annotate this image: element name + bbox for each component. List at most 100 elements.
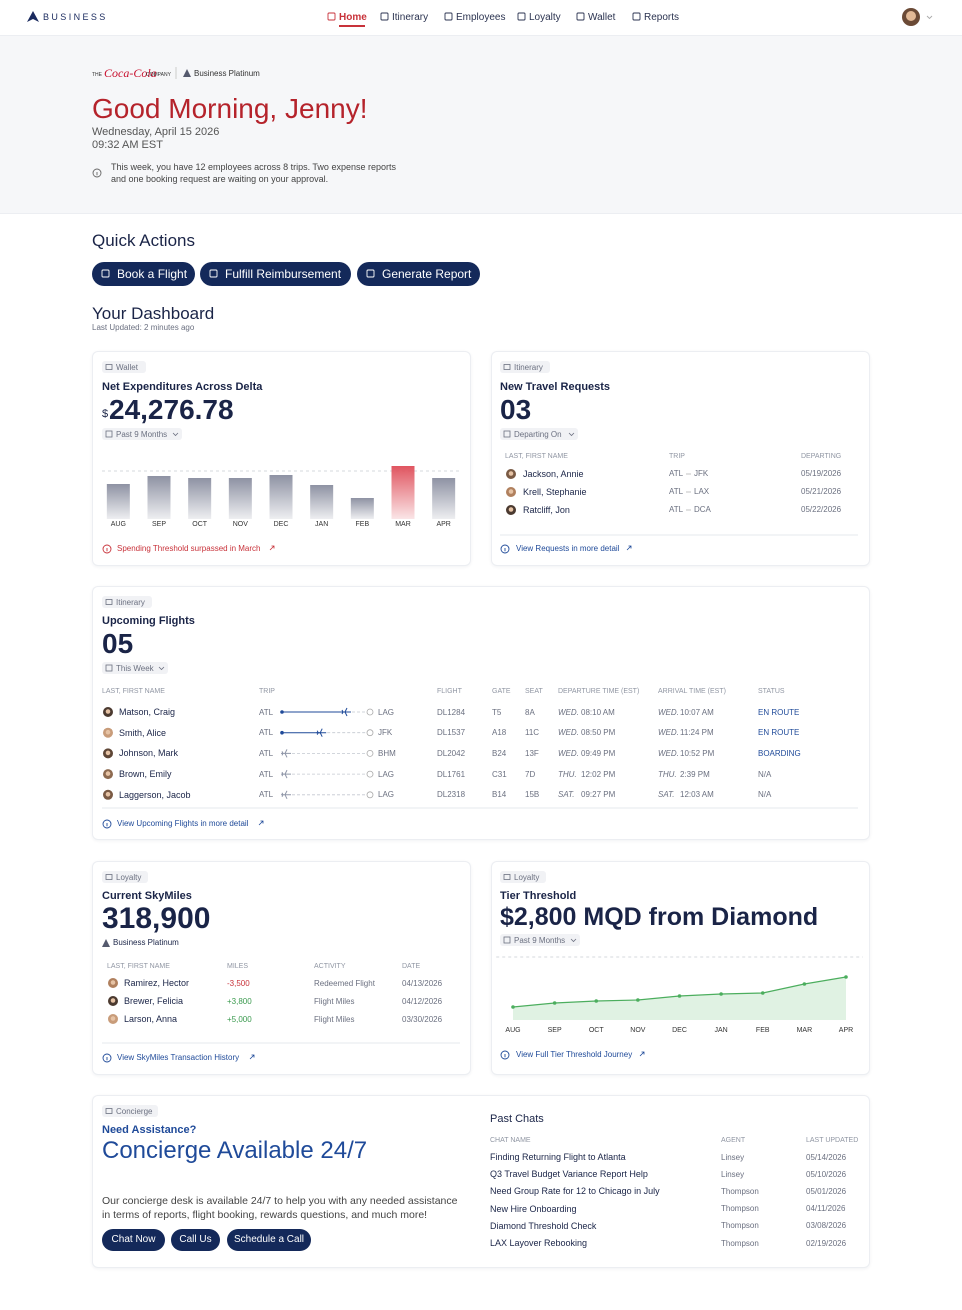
link[interactable]: View Upcoming Flights in more detail [117, 819, 249, 828]
point [636, 998, 640, 1002]
action-button-label[interactable]: Book a Flight [117, 267, 188, 281]
filter-pill[interactable] [500, 428, 578, 440]
chat-name[interactable]: Finding Returning Flight to Atlanta [490, 1152, 626, 1162]
concierge-button[interactable] [102, 1229, 165, 1251]
column-header: TRIP [669, 453, 685, 460]
x-tick-label: MAR [796, 1027, 813, 1034]
cell: C31 [492, 769, 507, 779]
avatar-face [105, 750, 111, 756]
concierge-button[interactable] [171, 1229, 220, 1251]
tag-pill [102, 871, 148, 883]
column-header: MILES [227, 963, 249, 970]
plane-icon [316, 728, 327, 737]
alert[interactable]: Spending Threshold surpassed in March [117, 544, 261, 553]
area [513, 977, 846, 1020]
cell: B14 [492, 790, 507, 800]
cell: Linsey [721, 1152, 745, 1162]
action-button-label[interactable]: Fulfill Reimbursement [225, 267, 342, 281]
cell: Thompson [721, 1238, 759, 1248]
action-button[interactable] [200, 262, 351, 286]
nav-active-underline [339, 25, 365, 27]
bar [228, 478, 252, 519]
bar [269, 475, 293, 519]
chat-name[interactable]: Diamond Threshold Check [490, 1220, 597, 1231]
card-title: Upcoming Flights [102, 615, 195, 627]
filter-label[interactable]: Departing On [514, 429, 562, 439]
point [844, 975, 848, 979]
filter-label[interactable]: Past 9 Months [514, 935, 566, 945]
body-text: in terms of reports, flight booking, rew… [102, 1209, 428, 1221]
filter-pill[interactable] [102, 662, 168, 674]
cell: N/A [758, 769, 772, 779]
concierge-button-label[interactable]: Chat Now [111, 1234, 156, 1245]
notice: This week, you have 12 employees across … [111, 162, 396, 172]
filter-pill[interactable] [500, 934, 580, 946]
cell: LAG [378, 769, 395, 779]
nav-item[interactable]: Itinerary [392, 12, 429, 23]
filter-pill[interactable] [102, 428, 182, 440]
cell: WED. [658, 748, 679, 758]
nav-item[interactable]: Reports [644, 12, 680, 23]
time: 09:32 AM EST [92, 139, 163, 151]
concierge-button-label[interactable]: Call Us [179, 1234, 212, 1245]
avatar-face [105, 771, 111, 776]
concierge-button-label[interactable]: Schedule a Call [233, 1234, 305, 1245]
cell: LAX [694, 487, 710, 496]
cell: ATL [669, 487, 684, 496]
filter-label[interactable]: This Week [116, 663, 154, 673]
cell: Brown, Emily [119, 769, 172, 780]
chat-name[interactable]: Need Group Rate for 12 to Chicago in Jul… [490, 1186, 660, 1197]
destination-dot [366, 791, 374, 799]
nav-item[interactable]: Employees [456, 12, 506, 23]
action-button[interactable] [357, 262, 480, 286]
cell: 08:10 AM [581, 707, 615, 717]
destination-dot [366, 750, 374, 757]
tag-pill [500, 361, 550, 373]
link[interactable]: View Full Tier Threshold Journey [516, 1050, 633, 1059]
cell: Krell, Stephanie [523, 487, 587, 497]
x-tick-label: DEC [273, 521, 289, 528]
nav-item[interactable]: Wallet [588, 12, 616, 23]
bar [310, 485, 334, 519]
tag-label: Loyalty [116, 872, 142, 882]
cell: Matson, Craig [119, 707, 176, 717]
point [552, 1001, 557, 1005]
cell: 04/13/2026 [402, 978, 443, 988]
cell: EN ROUTE [758, 707, 800, 717]
chat-name[interactable]: LAX Layover Rebooking [490, 1238, 588, 1248]
company-logo: Coca-Cola [104, 66, 157, 80]
info-icon [92, 168, 102, 178]
point [677, 994, 682, 998]
nav-item[interactable]: Loyalty [529, 12, 561, 23]
cell: T5 [492, 707, 502, 717]
filter-label[interactable]: Past 9 Months [116, 429, 168, 439]
top-nav [0, 0, 962, 36]
avatar-face [105, 709, 111, 714]
section-title: Quick Actions [92, 231, 195, 250]
cell: 03/30/2026 [402, 1014, 443, 1024]
cell: Linsey [721, 1169, 745, 1179]
card-title: Concierge Available 24/7 [102, 1137, 368, 1164]
link[interactable]: View SkyMiles Transaction History [117, 1053, 240, 1062]
x-tick-label: NOV [232, 521, 248, 528]
cell: 05/21/2026 [801, 487, 842, 496]
cell: DL2042 [437, 748, 466, 758]
info-icon [102, 819, 112, 829]
company-logo: COMPANY [146, 72, 171, 78]
chevron [172, 432, 179, 437]
link[interactable]: View Requests in more detail [516, 544, 620, 553]
tier-card [491, 861, 870, 1075]
count: 03 [500, 394, 532, 425]
tag-label: Itinerary [116, 597, 145, 607]
chat-name[interactable]: New Hire Onboarding [490, 1203, 577, 1214]
header-band [0, 36, 962, 214]
cell: 10:07 AM [680, 707, 714, 717]
concierge-button[interactable] [227, 1229, 311, 1251]
action-button-label[interactable]: Generate Report [382, 267, 472, 281]
amount: 24,276.78 [109, 394, 234, 425]
chat-name[interactable]: Q3 Travel Budget Variance Report Help [490, 1169, 648, 1180]
cell: 08:50 PM [581, 728, 616, 738]
section-title: Past Chats [490, 1113, 544, 1125]
nav-item[interactable]: Home [339, 12, 367, 23]
